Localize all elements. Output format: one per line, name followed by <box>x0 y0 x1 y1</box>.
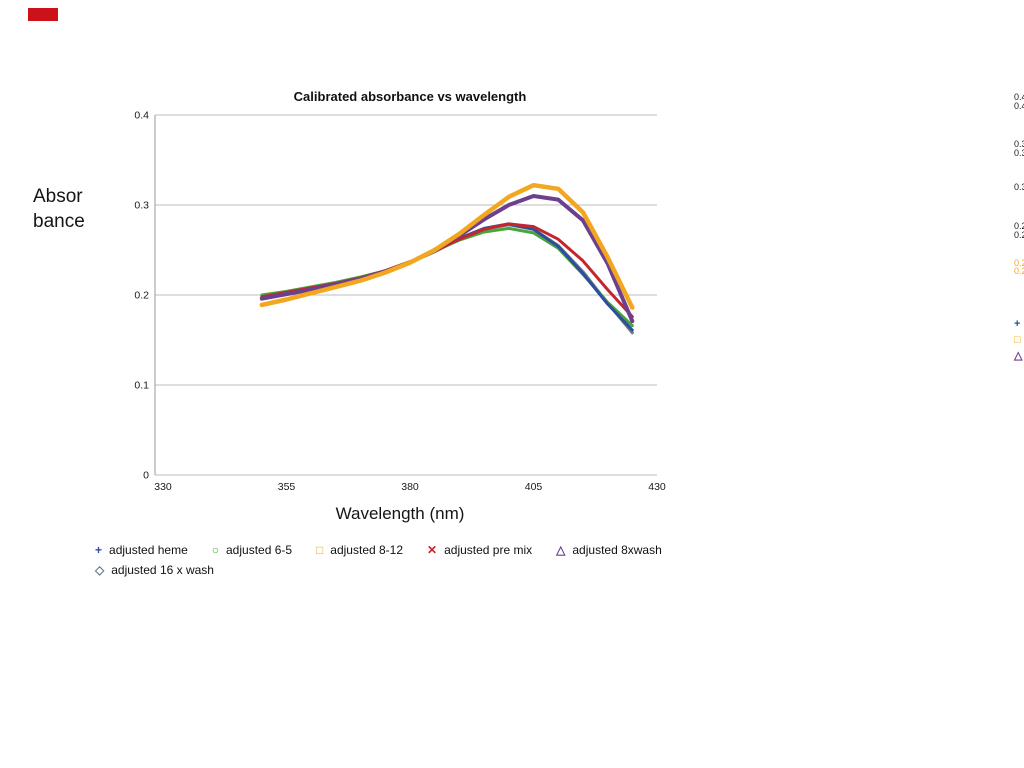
circle-marker-icon: ○ <box>211 543 219 557</box>
triangle-marker-icon: △ <box>1014 350 1023 362</box>
fragment-tick-label: 0.2 <box>1014 258 1024 268</box>
legend-item: □ adjusted 8-12 <box>316 543 403 557</box>
y-axis-label-line1: Absor <box>33 186 83 207</box>
legend-item: + adjusted heme <box>95 543 188 557</box>
y-axis-label: Absor bance <box>33 184 85 234</box>
chart-legend: + adjusted heme ○ adjusted 6-5 □ adjusted 8-1… <box>95 543 755 577</box>
y-tick-label: 0.3 <box>134 200 149 212</box>
legend-label: adjusted heme <box>109 543 188 557</box>
fragment-tick-label: 0.3 <box>1014 139 1024 149</box>
legend-label: adjusted 8xwash <box>572 543 662 557</box>
legend-label: adjusted 16 x wash <box>111 563 214 577</box>
x-tick-label: 380 <box>401 481 419 493</box>
x-tick-label: 355 <box>278 481 296 493</box>
legend-item: ◇ adjusted 16 x wash <box>95 563 214 577</box>
legend-label: adjusted pre mix <box>444 543 533 557</box>
legend-label: adjusted 6-5 <box>226 543 293 557</box>
y-tick-label: 0.4 <box>134 110 149 122</box>
square-marker-icon: □ <box>316 543 324 557</box>
diamond-marker-icon: ◇ <box>95 563 105 577</box>
fragment-tick-label: 0.4 <box>1014 101 1024 111</box>
y-tick-label: 0.1 <box>134 380 149 392</box>
plus-marker-icon: + <box>95 543 103 557</box>
fragment-tick-label: 0.2 <box>1014 230 1024 240</box>
y-tick-label: 0 <box>143 470 149 482</box>
triangle-marker-icon: △ <box>556 543 566 557</box>
y-tick-label: 0.2 <box>134 290 149 302</box>
series-line-triangle <box>259 194 635 324</box>
chart-title: Calibrated absorbance vs wavelength <box>293 89 527 104</box>
square-marker-icon: □ <box>1014 334 1021 346</box>
series-line-x <box>260 222 634 319</box>
cropped-second-chart-fragment: 0.40.40.30.30.30.20.20.20.2+□△ <box>1012 0 1024 420</box>
x-tick-label: 405 <box>525 481 543 493</box>
legend-item: △ adjusted 8xwash <box>556 543 662 557</box>
fragment-tick-label: 0.4 <box>1014 92 1024 102</box>
series-line-square <box>259 182 635 310</box>
y-axis-label-line2: bance <box>33 211 85 232</box>
legend-label: adjusted 8-12 <box>330 543 404 557</box>
legend-item: ✕ adjusted pre mix <box>427 543 532 557</box>
fragment-tick-label: 0.3 <box>1014 182 1024 192</box>
x-tick-label: 430 <box>648 481 666 493</box>
legend-item: ○ adjusted 6-5 <box>212 543 292 557</box>
plus-marker-icon: + <box>1014 318 1021 330</box>
fragment-tick-label: 0.2 <box>1014 221 1024 231</box>
x-tick-label: 330 <box>154 481 172 493</box>
x-marker-icon: ✕ <box>427 543 438 557</box>
fragment-tick-label: 0.3 <box>1014 148 1024 158</box>
absorbance-line-chart: 0 0.1 0.2 0.3 0.4 330 355 380 405 430 <box>134 110 666 494</box>
fragment-tick-label: 0.2 <box>1014 266 1024 276</box>
red-rectangle-shape <box>28 8 58 21</box>
x-axis-label: Wavelength (nm) <box>335 504 465 523</box>
